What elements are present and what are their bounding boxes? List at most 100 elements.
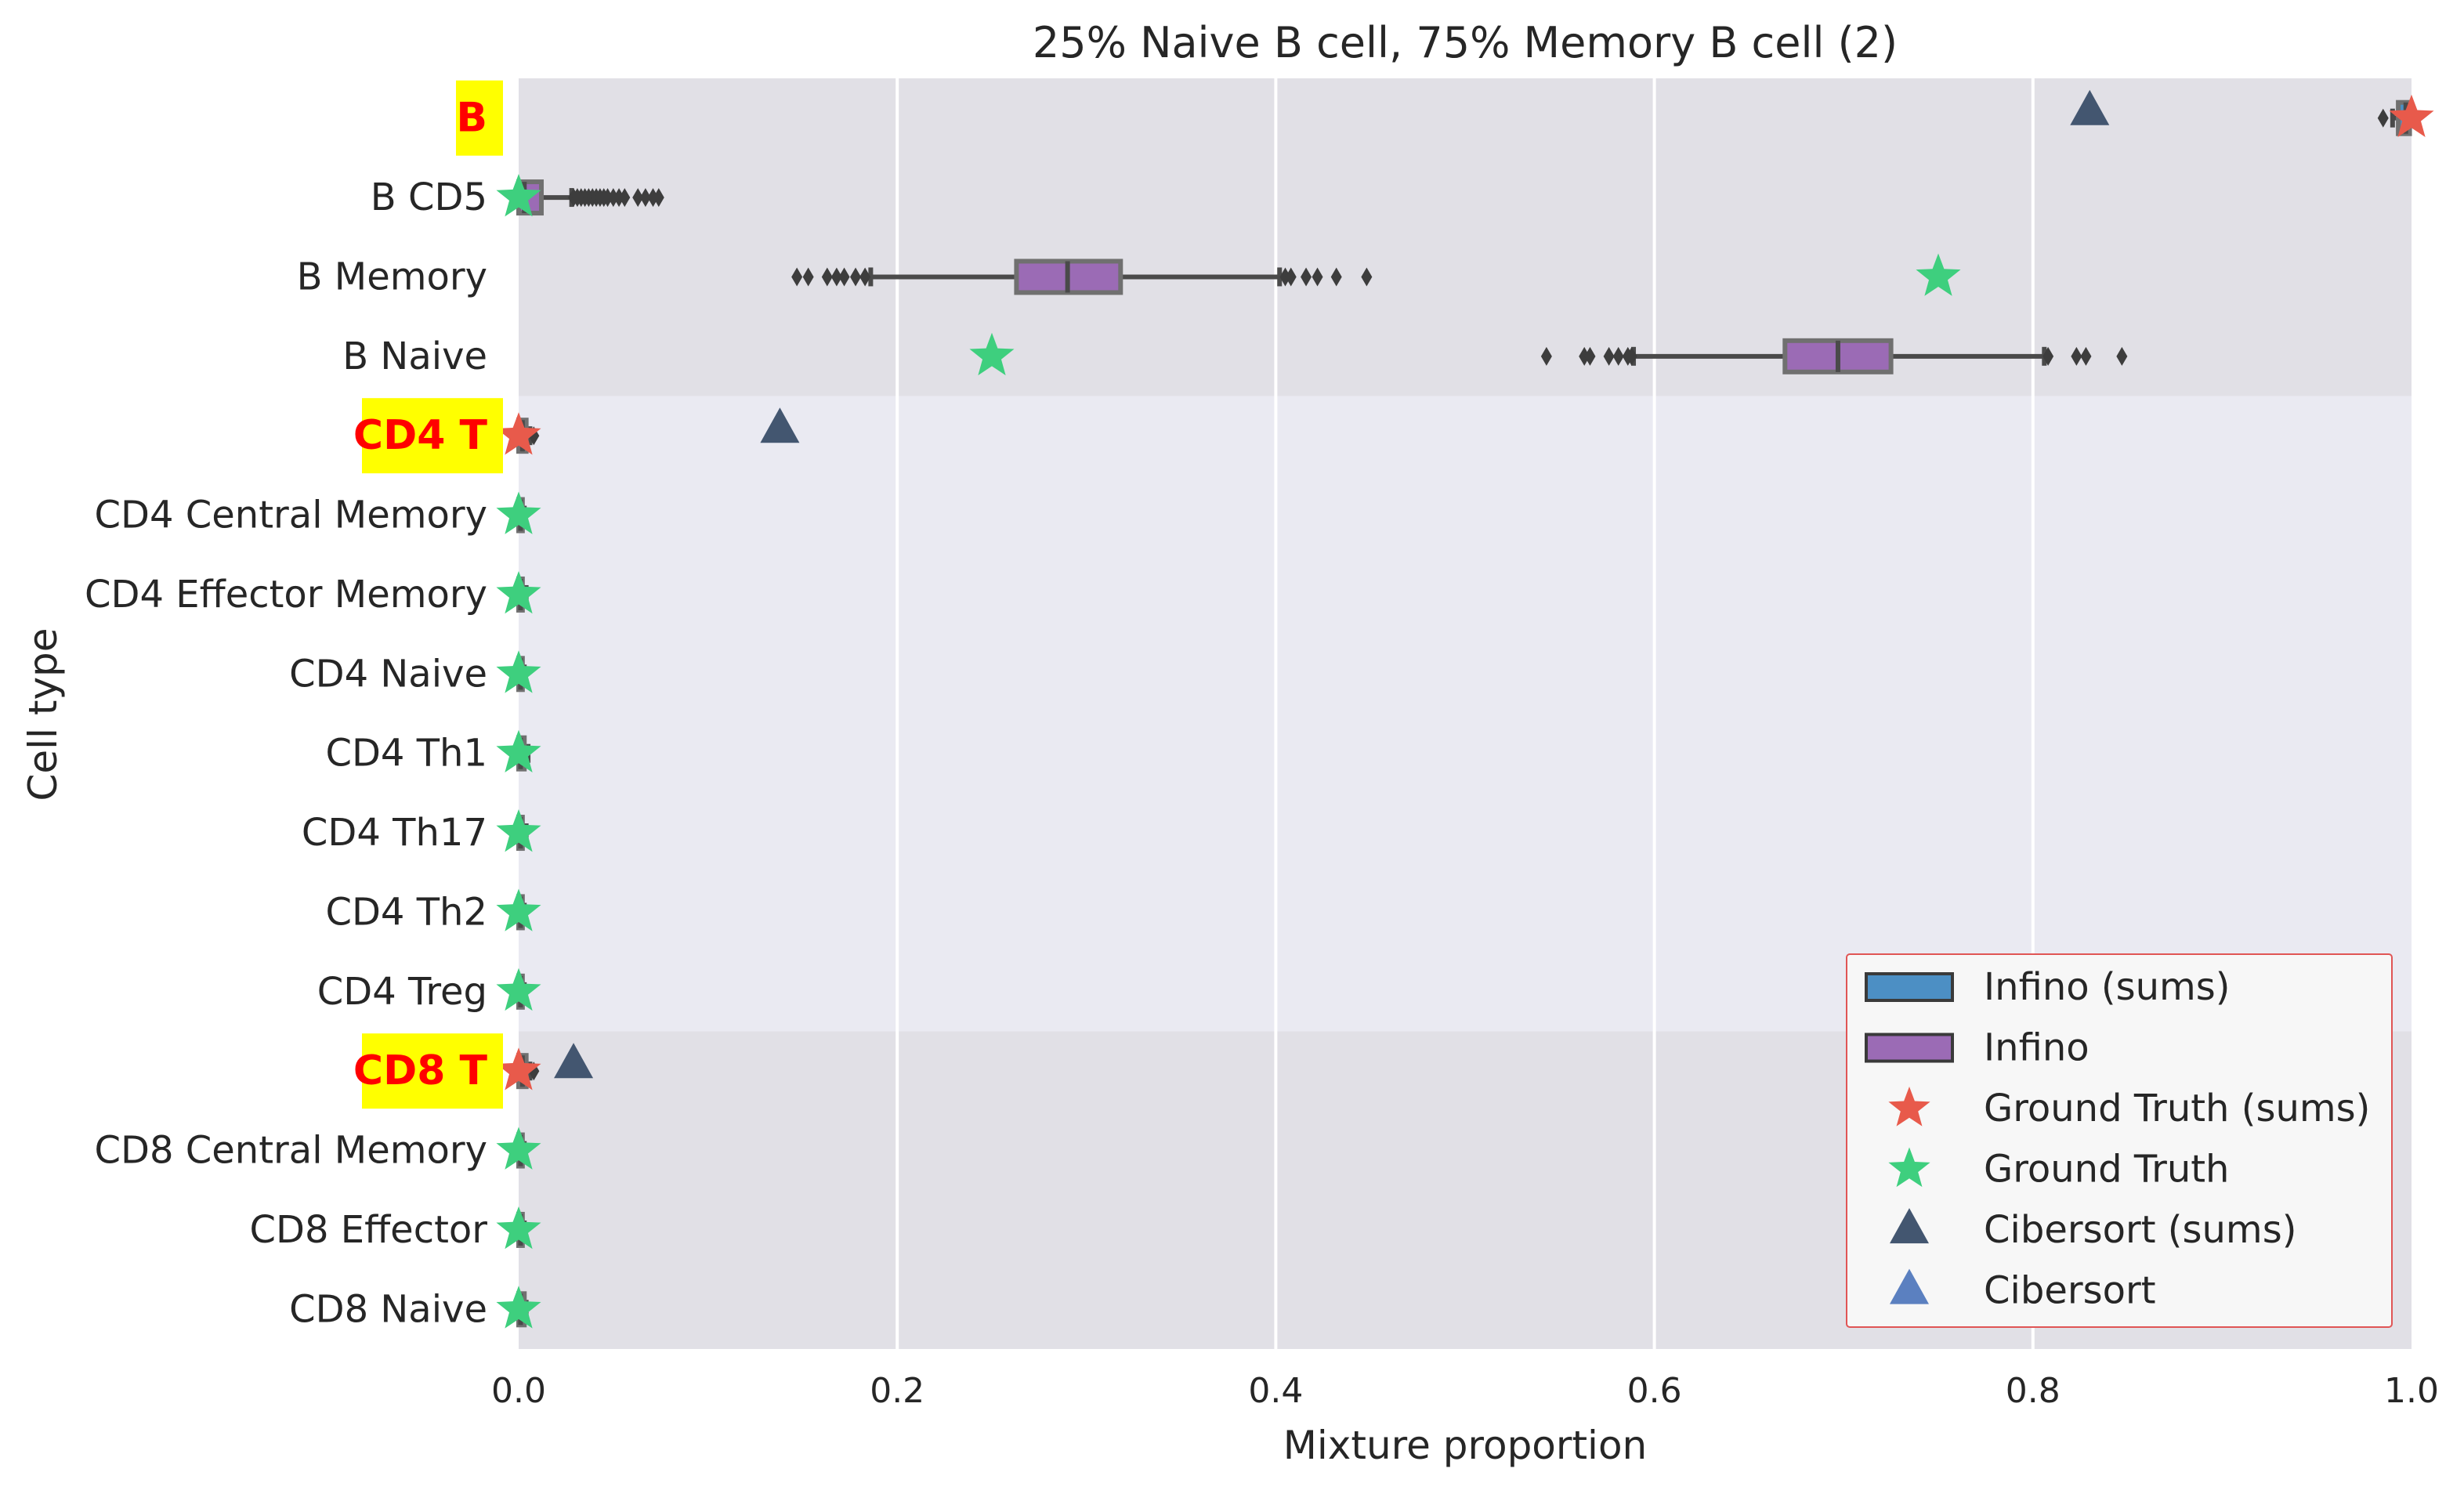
outlier-point bbox=[859, 267, 871, 287]
ground-truth-star bbox=[1916, 253, 1961, 296]
category-marks bbox=[2070, 89, 2434, 137]
outlier-point bbox=[1579, 346, 1590, 366]
category-marks bbox=[496, 1043, 594, 1090]
y-tick-label: CD4 Naive bbox=[289, 652, 487, 696]
category-marks bbox=[496, 407, 800, 455]
cibersort-triangle bbox=[760, 407, 800, 443]
legend-triangle-swatch bbox=[1890, 1268, 1929, 1304]
outlier-point bbox=[838, 267, 850, 287]
category-marks bbox=[496, 729, 541, 772]
ground-truth-star bbox=[496, 174, 541, 217]
ground-truth-star bbox=[496, 1286, 541, 1329]
group-label: B bbox=[456, 95, 487, 142]
legend-star-swatch bbox=[1888, 1087, 1930, 1127]
group-label-highlight bbox=[362, 1033, 503, 1109]
outlier-point bbox=[1603, 346, 1615, 366]
ground-truth-star bbox=[496, 968, 541, 1011]
category-marks bbox=[496, 1286, 541, 1329]
category-marks bbox=[496, 1206, 541, 1250]
ground-truth-star bbox=[496, 570, 541, 614]
cibersort-triangle bbox=[2070, 89, 2110, 125]
outlier-point bbox=[2116, 346, 2128, 366]
outlier-point bbox=[1330, 267, 1342, 287]
group-label-highlight bbox=[456, 80, 503, 156]
ground-truth-star bbox=[496, 888, 541, 931]
legend-label: Infino (sums) bbox=[1984, 965, 2231, 1009]
x-tick-label: 1.0 bbox=[2384, 1371, 2439, 1411]
outlier-point bbox=[1285, 267, 1297, 287]
outlier-point bbox=[791, 267, 803, 287]
category-marks bbox=[496, 174, 664, 217]
outlier-point bbox=[632, 188, 644, 208]
ground-truth-star bbox=[496, 1206, 541, 1250]
y-tick-label: CD4 Treg bbox=[317, 970, 487, 1014]
category-marks bbox=[496, 1127, 541, 1170]
ground-truth-star bbox=[496, 412, 541, 455]
outlier-point bbox=[802, 267, 814, 287]
outlier-point bbox=[1626, 346, 1637, 366]
y-axis-label: Cell type bbox=[20, 628, 66, 801]
legend-box-swatch bbox=[1865, 972, 1954, 1002]
legend-label: Ground Truth bbox=[1984, 1148, 2229, 1192]
ground-truth-star bbox=[496, 1127, 541, 1170]
y-tick-label: CD8 Central Memory bbox=[94, 1129, 487, 1173]
outlier-point bbox=[2042, 346, 2054, 366]
outlier-point bbox=[653, 188, 664, 208]
legend-triangle-swatch bbox=[1890, 1208, 1929, 1244]
ground-truth-star bbox=[496, 650, 541, 693]
outlier-point bbox=[821, 267, 833, 287]
outlier-point bbox=[613, 188, 625, 208]
legend-label: Cibersort bbox=[1984, 1269, 2156, 1313]
group-label: CD4 T bbox=[353, 412, 488, 459]
legend-label: Ground Truth (sums) bbox=[1984, 1087, 2370, 1130]
chart-marks bbox=[496, 89, 2434, 1329]
outlier-point bbox=[1301, 267, 1312, 287]
outlier-point bbox=[1540, 346, 1552, 366]
legend-frame bbox=[1846, 953, 2393, 1328]
x-tick-label: 0.4 bbox=[1248, 1371, 1303, 1411]
ground-truth-star bbox=[496, 1047, 541, 1090]
outlier-point bbox=[2071, 346, 2082, 366]
x-tick-label: 0.6 bbox=[1627, 1371, 1682, 1411]
ground-truth-star bbox=[496, 729, 541, 772]
outlier-point bbox=[1361, 267, 1373, 287]
outlier-point bbox=[850, 267, 862, 287]
legend-label: Cibersort (sums) bbox=[1984, 1208, 2296, 1252]
y-tick-label: CD8 Naive bbox=[289, 1287, 487, 1331]
category-marks bbox=[969, 332, 2128, 376]
category-marks bbox=[496, 570, 541, 614]
outlier-point bbox=[1312, 267, 1323, 287]
group-band-0 bbox=[519, 78, 2412, 396]
x-tick-label: 0.2 bbox=[870, 1371, 924, 1411]
y-tick-label: CD8 Effector bbox=[249, 1208, 487, 1252]
x-tick-labels: 0.0 0.2 0.4 0.6 0.8 1.0 bbox=[491, 1371, 2439, 1411]
group-label: CD8 T bbox=[353, 1047, 488, 1094]
y-tick-label: CD4 Th2 bbox=[325, 890, 487, 934]
cibersort-triangle bbox=[554, 1043, 594, 1079]
outlier-point bbox=[1584, 346, 1596, 366]
category-marks bbox=[496, 650, 541, 693]
group-band-1 bbox=[519, 396, 2412, 1032]
category-marks bbox=[496, 809, 541, 852]
x-tick-label: 0.0 bbox=[491, 1371, 546, 1411]
legend-label: Infino bbox=[1984, 1026, 2090, 1070]
outlier-point bbox=[602, 188, 613, 208]
chart-title: 25% Naive B cell, 75% Memory B cell (2) bbox=[1033, 18, 1898, 67]
y-tick-label: B Naive bbox=[342, 335, 487, 378]
x-axis-label: Mixture proportion bbox=[1283, 1423, 1647, 1468]
legend-star-swatch bbox=[1888, 1147, 1930, 1188]
ground-truth-star bbox=[2389, 94, 2434, 137]
outlier-point bbox=[830, 267, 842, 287]
outlier-point bbox=[619, 188, 631, 208]
y-tick-label: CD4 Th17 bbox=[302, 811, 487, 855]
category-marks bbox=[496, 491, 541, 534]
ground-truth-star bbox=[496, 491, 541, 534]
ground-truth-star bbox=[969, 332, 1015, 376]
x-tick-label: 0.8 bbox=[2006, 1371, 2061, 1411]
ground-truth-star bbox=[496, 809, 541, 852]
outlier-point bbox=[639, 188, 651, 208]
outlier-point bbox=[2080, 346, 2092, 366]
category-marks bbox=[791, 253, 1961, 296]
